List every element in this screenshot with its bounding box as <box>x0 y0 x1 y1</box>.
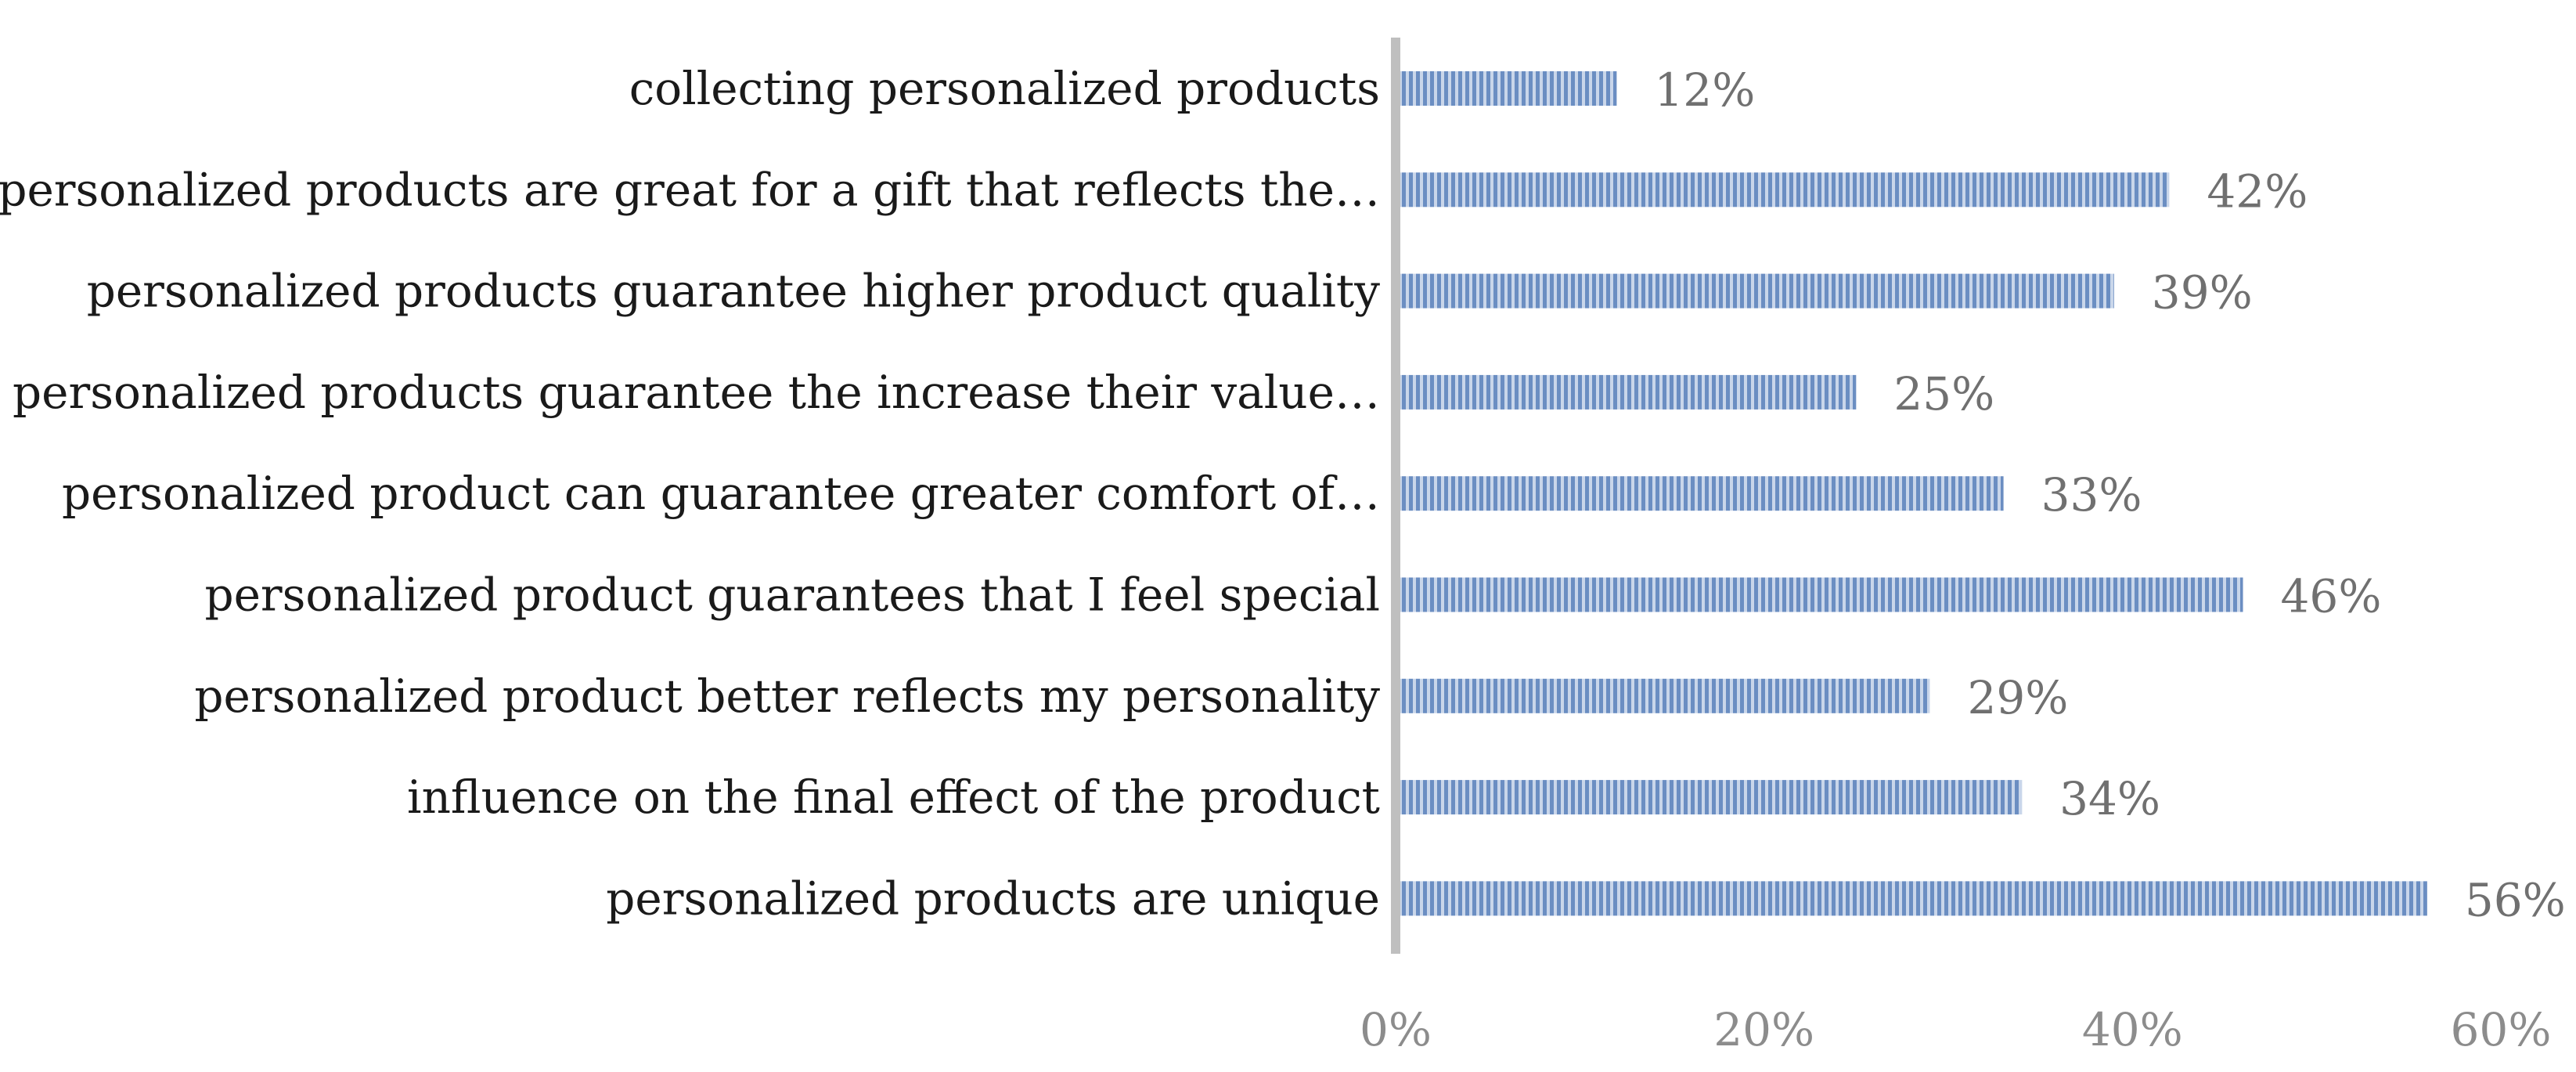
value-label: 25% <box>1893 367 1994 420</box>
category-labels: collecting personalized products personal… <box>0 62 1380 925</box>
value-label: 12% <box>1654 63 1755 117</box>
category-label: personalized products are great for a gi… <box>0 163 1380 216</box>
category-label: personalized products guarantee the incr… <box>13 366 1380 419</box>
category-label: personalized product better reflects my … <box>194 670 1380 723</box>
value-label: 33% <box>2041 468 2142 522</box>
bar <box>1400 577 2243 612</box>
category-label: personalized product guarantees that I f… <box>204 568 1380 622</box>
value-label: 34% <box>2059 772 2160 825</box>
x-tick-label: 0% <box>1360 1003 1432 1056</box>
value-label: 56% <box>2465 873 2566 926</box>
bar <box>1400 476 2004 511</box>
x-tick-label: 40% <box>2082 1003 2183 1056</box>
value-label: 39% <box>2152 266 2253 319</box>
value-label: 29% <box>1967 671 2068 724</box>
bar <box>1400 273 2114 309</box>
x-axis-ticks: 0% 20% 40% 60% <box>1360 1003 2551 1056</box>
value-label: 46% <box>2281 570 2382 623</box>
bar <box>1400 780 2023 815</box>
bar <box>1400 172 2170 208</box>
category-label: influence on the final effect of the pro… <box>407 771 1380 824</box>
category-label: personalized products guarantee higher p… <box>87 265 1381 318</box>
value-label: 42% <box>2207 164 2308 218</box>
bar <box>1400 881 2427 916</box>
category-label: personalized product can guarantee great… <box>62 467 1380 520</box>
bar <box>1400 71 1617 106</box>
bars-layer <box>1400 71 2427 916</box>
x-tick-label: 20% <box>1713 1003 1814 1056</box>
category-label: collecting personalized products <box>629 62 1380 115</box>
value-labels: 12% 42% 39% 25% 33% 46% 29% 34% 56% <box>1654 63 2565 926</box>
x-tick-label: 60% <box>2451 1003 2552 1056</box>
bar <box>1400 678 1930 713</box>
category-label: personalized products are unique <box>606 872 1380 925</box>
bar <box>1400 374 1857 410</box>
